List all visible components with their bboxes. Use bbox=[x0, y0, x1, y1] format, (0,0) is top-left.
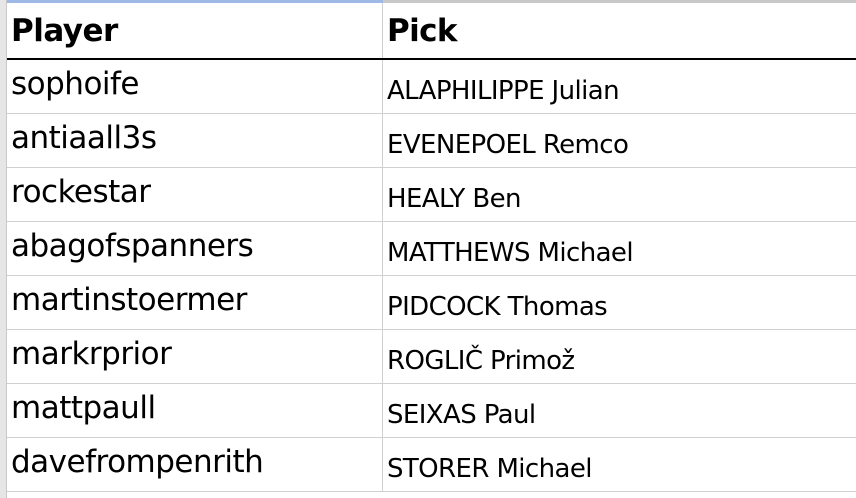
row-header-strip bbox=[0, 0, 7, 498]
player-cell[interactable]: markrprior bbox=[7, 330, 383, 383]
pick-cell[interactable]: ROGLIČ Primož bbox=[387, 345, 575, 376]
table-row: antiaall3s EVENEPOEL Remco bbox=[7, 114, 856, 168]
player-cell[interactable]: rockestar bbox=[7, 168, 383, 221]
pick-cell[interactable]: EVENEPOEL Remco bbox=[387, 129, 629, 160]
selected-column-indicator bbox=[6, 0, 383, 3]
pick-cell[interactable]: HEALY Ben bbox=[387, 183, 521, 214]
table-row: davefrompenrith STORER Michael bbox=[7, 438, 856, 492]
header-cell-pick[interactable]: Pick bbox=[387, 12, 458, 49]
header-row: Player Pick bbox=[7, 3, 856, 60]
player-cell[interactable]: antiaall3s bbox=[7, 114, 383, 167]
player-cell[interactable]: martinstoermer bbox=[7, 276, 383, 329]
player-cell[interactable]: abagofspanners bbox=[7, 222, 383, 275]
column-header-bar bbox=[0, 0, 856, 3]
pick-cell[interactable]: PIDCOCK Thomas bbox=[387, 291, 608, 322]
table-row: martinstoermer PIDCOCK Thomas bbox=[7, 276, 856, 330]
table-row: abagofspanners MATTHEWS Michael bbox=[7, 222, 856, 276]
table-row: sophoife ALAPHILIPPE Julian bbox=[7, 60, 856, 114]
pick-cell[interactable]: MATTHEWS Michael bbox=[387, 237, 634, 268]
table-row: rockestar HEALY Ben bbox=[7, 168, 856, 222]
pick-cell[interactable]: STORER Michael bbox=[387, 453, 592, 484]
spreadsheet-grid: Player Pick sophoife ALAPHILIPPE Julian an… bbox=[7, 3, 856, 492]
table-row: mattpaull SEIXAS Paul bbox=[7, 384, 856, 438]
player-cell[interactable]: mattpaull bbox=[7, 384, 383, 437]
header-cell-player[interactable]: Player bbox=[7, 3, 383, 58]
pick-cell[interactable]: SEIXAS Paul bbox=[387, 399, 536, 430]
player-cell[interactable]: sophoife bbox=[7, 60, 383, 113]
pick-cell[interactable]: ALAPHILIPPE Julian bbox=[387, 75, 620, 106]
player-cell[interactable]: davefrompenrith bbox=[7, 438, 383, 491]
table-row: markrprior ROGLIČ Primož bbox=[7, 330, 856, 384]
